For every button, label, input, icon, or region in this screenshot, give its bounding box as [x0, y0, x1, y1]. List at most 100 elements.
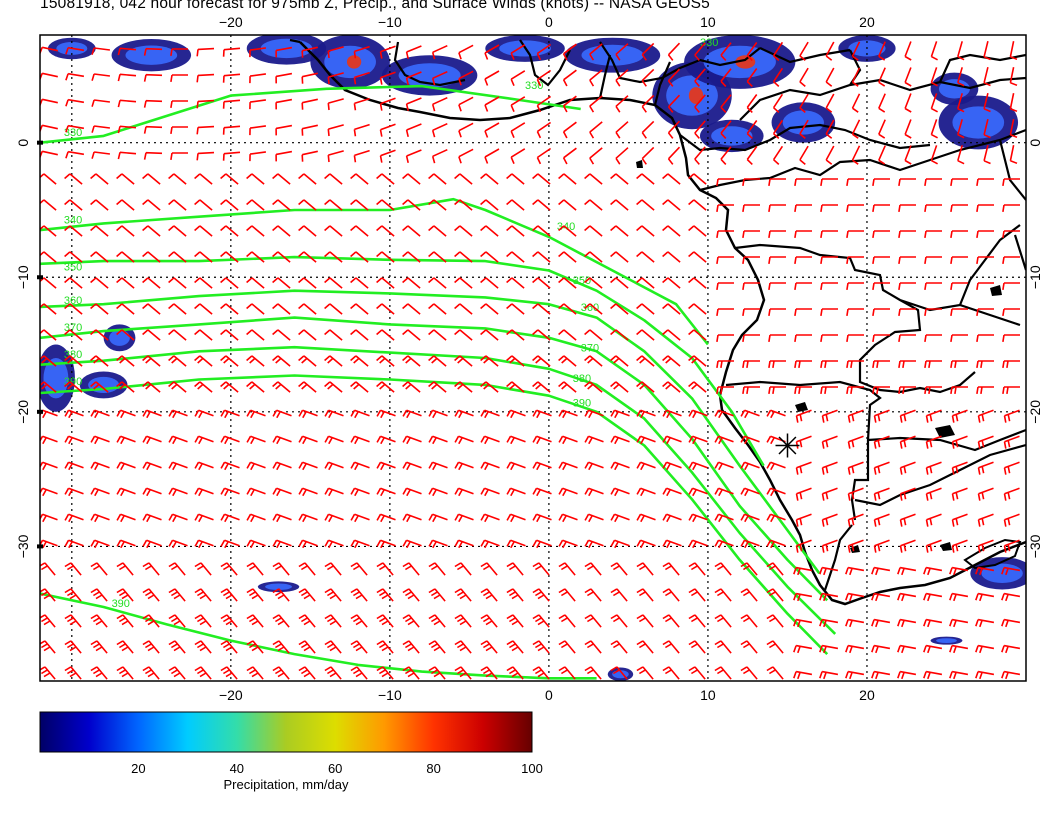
- wind-barb: [977, 487, 994, 501]
- wind-barb: [878, 119, 886, 139]
- wind-barb: [636, 225, 655, 237]
- wind-barb: [925, 435, 942, 449]
- wind-barb: [350, 562, 368, 576]
- wind-barb: [194, 513, 214, 523]
- wind-barb: [694, 146, 706, 165]
- wind-barb: [327, 46, 344, 59]
- wind-barb: [562, 43, 577, 61]
- wind-barb: [825, 145, 835, 165]
- wind-barb: [740, 614, 758, 628]
- wind-barb: [820, 230, 838, 239]
- wind-barb: [949, 592, 969, 602]
- wind-barb: [976, 230, 994, 239]
- wind-barb: [428, 199, 447, 211]
- wind-barb: [615, 147, 629, 165]
- wind-barb: [275, 150, 293, 162]
- wind-barb: [480, 199, 499, 211]
- wind-barb: [272, 329, 291, 341]
- wind-barb: [641, 94, 655, 113]
- wind-barb: [301, 124, 318, 136]
- contour-label: 370: [581, 342, 599, 354]
- wind-barb: [350, 303, 369, 315]
- wind-barb: [845, 670, 865, 680]
- wind-barb: [610, 435, 630, 445]
- wind-barb: [402, 614, 420, 628]
- wind-barb: [324, 539, 344, 549]
- wind-barb: [532, 461, 552, 471]
- wind-barb: [220, 461, 240, 471]
- graticule: [40, 35, 1026, 681]
- wind-barb: [820, 178, 838, 187]
- wind-barb: [636, 640, 654, 654]
- wind-barb: [714, 513, 734, 523]
- y-tick-label-right: −30: [1027, 534, 1043, 558]
- wind-barb: [402, 487, 422, 497]
- wind-barb: [532, 614, 550, 628]
- wind-barb: [402, 640, 420, 654]
- wind-barb: [951, 435, 968, 449]
- wind-barb: [746, 94, 758, 113]
- wind-barb: [1002, 282, 1020, 291]
- wind-barb: [64, 303, 83, 315]
- wind-barb: [480, 409, 500, 419]
- wind-barb: [720, 146, 732, 165]
- contour-label: 350: [573, 275, 591, 287]
- wind-barb: [923, 644, 943, 654]
- wind-barb: [794, 178, 812, 187]
- wind-barb: [168, 539, 188, 549]
- contour-390: [40, 374, 829, 656]
- wind-barb: [350, 513, 370, 523]
- wind-barb: [923, 592, 943, 602]
- wind-barb: [454, 329, 473, 341]
- y-tick-label-left: 0: [15, 139, 31, 147]
- wind-barb: [636, 355, 655, 367]
- wind-barb: [688, 409, 708, 419]
- wind-barb: [298, 409, 318, 419]
- precip-core: [711, 126, 753, 146]
- wind-barb: [298, 562, 316, 576]
- wind-barb: [249, 151, 267, 162]
- coastline-west-africa-north: [289, 38, 761, 87]
- wind-barb: [820, 334, 838, 343]
- wind-barb: [662, 513, 682, 523]
- wind-barb: [376, 199, 395, 211]
- contour-350: [40, 255, 765, 467]
- wind-barb: [610, 303, 629, 315]
- wind-barb: [246, 251, 265, 263]
- wind-barb: [694, 68, 706, 87]
- wind-barb: [324, 461, 344, 471]
- contour-label: 330: [700, 37, 718, 49]
- wind-barb: [40, 539, 58, 549]
- wind-barb: [976, 334, 994, 343]
- wind-barb: [116, 381, 135, 393]
- wind-barb: [851, 93, 861, 113]
- wind-barb: [402, 381, 421, 393]
- wind-barb: [1003, 435, 1020, 449]
- wind-barb: [506, 225, 525, 237]
- wind-barb: [951, 461, 968, 475]
- wind-barb: [897, 644, 917, 654]
- wind-barb: [168, 562, 186, 576]
- wind-barb: [636, 588, 654, 602]
- wind-barb: [428, 409, 448, 419]
- wind-barb: [949, 644, 969, 654]
- wind-barb: [458, 148, 474, 164]
- wind-barb: [480, 277, 499, 289]
- wind-barb: [742, 334, 760, 343]
- wind-barb: [428, 381, 447, 393]
- precip-core: [265, 583, 292, 591]
- wind-barb: [873, 409, 890, 423]
- wind-barb: [1002, 178, 1020, 187]
- wind-barb: [376, 614, 394, 628]
- wind-barb: [454, 355, 473, 367]
- wind-barb: [898, 308, 916, 317]
- wind-barb: [65, 124, 85, 133]
- wind-barb: [610, 614, 628, 628]
- x-tick-label-bottom: −20: [219, 687, 243, 703]
- wind-barb: [142, 277, 161, 289]
- wind-barb: [428, 277, 447, 289]
- wind-barb: [327, 72, 344, 85]
- wind-barb: [610, 562, 628, 576]
- wind-barb: [742, 308, 760, 317]
- wind-barb: [222, 47, 241, 57]
